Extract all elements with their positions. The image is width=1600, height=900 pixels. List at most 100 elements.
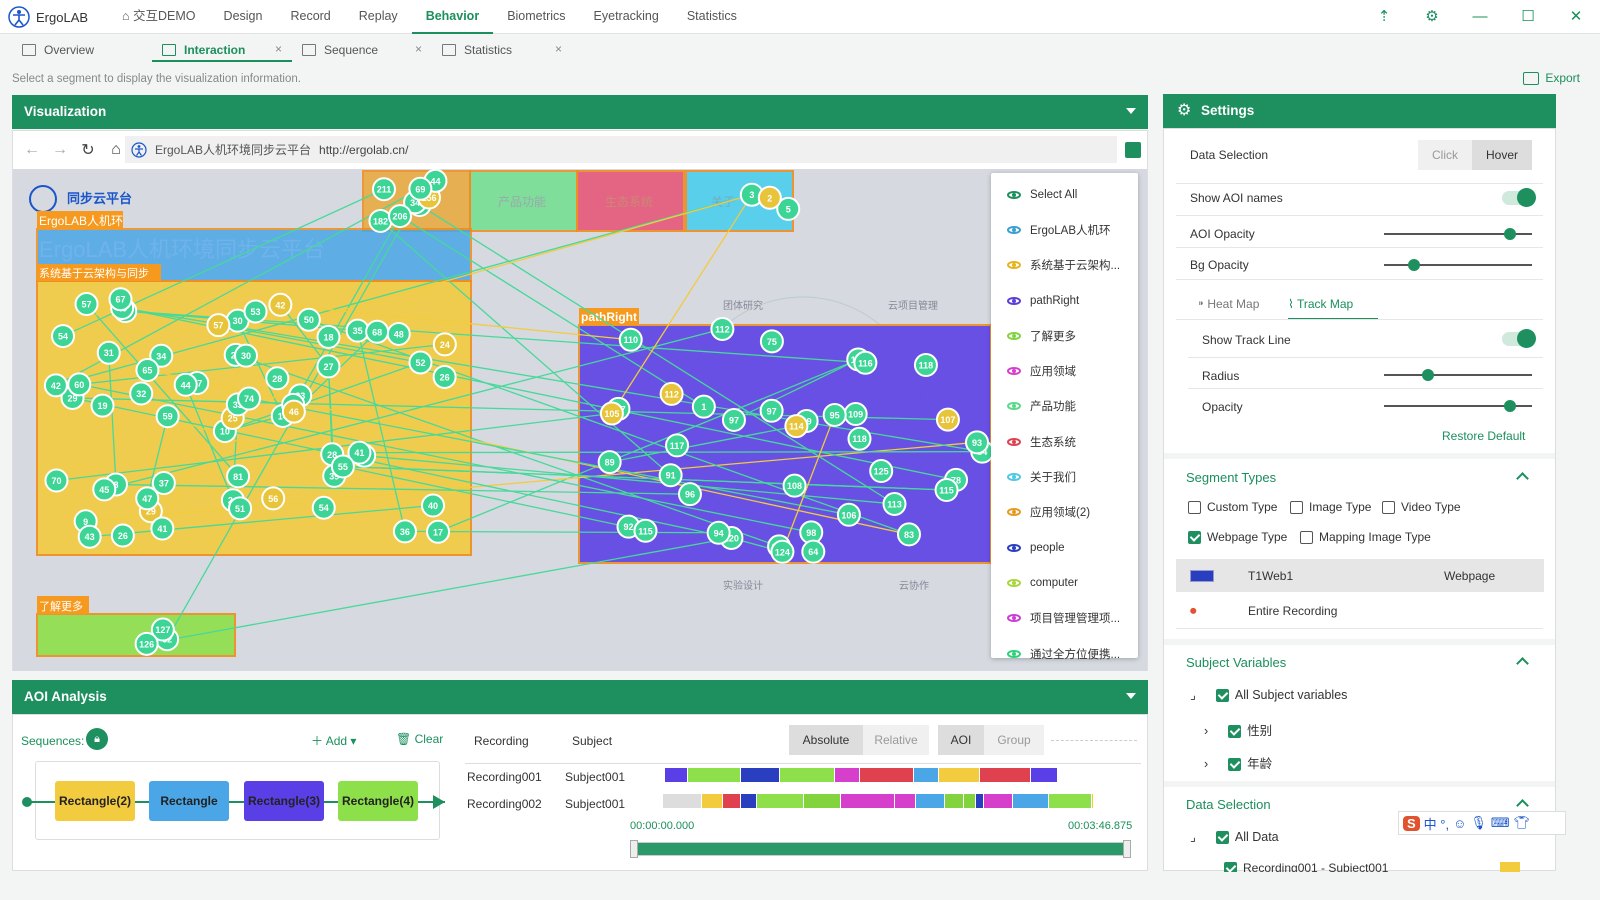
type-webpage[interactable]: Webpage Type xyxy=(1188,530,1287,545)
fixation-point[interactable]: 57 xyxy=(74,292,99,317)
eye-icon[interactable] xyxy=(1007,473,1021,482)
screenshot-icon[interactable] xyxy=(1125,142,1141,158)
timeline-segment[interactable] xyxy=(804,794,840,808)
forward-icon[interactable]: → xyxy=(52,141,68,158)
fixation-point[interactable]: 34 xyxy=(149,343,174,368)
slider-knob[interactable] xyxy=(1422,369,1435,381)
click-toggle[interactable]: Click xyxy=(1418,140,1472,170)
timeline-segment[interactable] xyxy=(1049,794,1091,808)
fixation-point[interactable]: 56 xyxy=(261,486,286,511)
upload-icon[interactable]: ⇡ xyxy=(1377,8,1391,25)
legend-item[interactable]: pathRight xyxy=(991,283,1138,318)
fixation-point[interactable]: 43 xyxy=(77,524,102,549)
fixation-point[interactable]: 118 xyxy=(913,353,938,378)
group-toggle[interactable]: Group xyxy=(984,725,1044,755)
timeline-segment[interactable] xyxy=(780,768,834,782)
segment-row-selected[interactable]: T1Web1 Webpage xyxy=(1176,559,1544,592)
timeline-segment[interactable] xyxy=(976,794,983,808)
fixation-point[interactable]: 114 xyxy=(784,414,809,439)
aoi-analysis-header[interactable]: AOI Analysis xyxy=(12,680,1148,714)
legend-item[interactable]: Select All xyxy=(991,177,1138,212)
timeline-segment[interactable] xyxy=(665,768,687,782)
fixation-point[interactable]: 112 xyxy=(659,381,684,406)
segment-row[interactable]: ⏺ Entire Recording xyxy=(1176,594,1544,627)
range-handle-right[interactable] xyxy=(1123,840,1131,858)
fixation-point[interactable]: 96 xyxy=(677,482,702,507)
timeline-segment[interactable] xyxy=(1013,794,1048,808)
legend-item[interactable]: 应用领域(2) xyxy=(991,495,1138,530)
timeline-segment[interactable] xyxy=(895,794,915,808)
bg-opacity-slider[interactable] xyxy=(1384,259,1532,271)
radius-slider[interactable] xyxy=(1384,369,1532,381)
menu-eyetracking[interactable]: Eyetracking xyxy=(593,9,659,23)
fixation-point[interactable]: 182 xyxy=(368,208,393,233)
fixation-point[interactable]: 95 xyxy=(822,402,847,427)
ime-toolbar[interactable]: S 中 °, ☺ 🎙︎ ⌨ 👕︎ xyxy=(1398,811,1566,835)
fixation-point[interactable]: 115 xyxy=(633,518,658,543)
timeline-segment[interactable] xyxy=(688,768,740,782)
lock-icon[interactable]: 🔒︎ xyxy=(86,728,108,750)
fixation-point[interactable]: 126 xyxy=(134,631,159,656)
fixation-point[interactable]: 41 xyxy=(150,516,175,541)
legend-item[interactable]: computer xyxy=(991,565,1138,600)
fixation-point[interactable]: 17 xyxy=(426,519,451,544)
relative-toggle[interactable]: Relative xyxy=(863,725,929,755)
tab-statistics[interactable]: Statistics × xyxy=(432,37,572,62)
fixation-point[interactable]: 70 xyxy=(44,468,69,493)
fixation-point[interactable]: 41 xyxy=(347,440,372,465)
fixation-point[interactable]: 40 xyxy=(421,493,446,518)
checkbox[interactable] xyxy=(1290,501,1303,515)
close-tab-icon[interactable]: × xyxy=(274,42,282,56)
collapse-arrow-icon[interactable]: ⌟ xyxy=(1190,830,1196,844)
legend-item[interactable]: 应用领域 xyxy=(991,353,1138,388)
collapse-icon[interactable] xyxy=(1126,693,1136,699)
fixation-point[interactable]: 5 xyxy=(776,196,801,221)
fixation-point[interactable]: 65 xyxy=(135,358,160,383)
fixation-point[interactable]: 64 xyxy=(801,539,826,564)
fixation-point[interactable]: 32 xyxy=(129,381,154,406)
legend-item[interactable]: people xyxy=(991,530,1138,565)
timeline-segment[interactable] xyxy=(860,768,913,782)
fixation-point[interactable]: 60 xyxy=(67,372,92,397)
slider-knob[interactable] xyxy=(1407,259,1420,271)
tab-track-map[interactable]: ⌇ Track Map xyxy=(1288,297,1378,320)
legend-item[interactable]: 生态系统 xyxy=(991,424,1138,459)
timeline-segment[interactable] xyxy=(741,794,756,808)
timeline-segment[interactable] xyxy=(980,768,1030,782)
tab-overview[interactable]: Overview xyxy=(12,37,152,62)
legend-item[interactable]: 项目管理管理项... xyxy=(991,601,1138,636)
eye-icon[interactable] xyxy=(1007,508,1021,517)
sequence-node[interactable]: Rectangle(4) xyxy=(338,781,418,821)
timeline-segment[interactable] xyxy=(984,794,1012,808)
checkbox[interactable] xyxy=(1300,531,1313,545)
filter-dropdown[interactable] xyxy=(1051,740,1137,741)
fixation-point[interactable]: 89 xyxy=(597,450,622,475)
fixation-point[interactable]: 75 xyxy=(759,329,784,354)
fixation-point[interactable]: 1 xyxy=(691,394,716,419)
back-icon[interactable]: ← xyxy=(24,141,40,158)
aoi-toggle[interactable]: AOI xyxy=(938,725,984,755)
show-track-line-toggle[interactable] xyxy=(1502,329,1536,348)
slider-knob[interactable] xyxy=(1503,400,1516,412)
close-icon[interactable]: ✕ xyxy=(1569,8,1583,25)
eye-icon[interactable] xyxy=(1007,367,1021,376)
checkbox-checked[interactable] xyxy=(1215,831,1229,845)
checkbox[interactable] xyxy=(1188,501,1201,515)
type-mapping[interactable]: Mapping Image Type xyxy=(1300,530,1431,545)
type-custom[interactable]: Custom Type xyxy=(1188,500,1277,515)
minimize-icon[interactable]: — xyxy=(1472,8,1488,25)
legend-item[interactable]: 系统基于云架构... xyxy=(991,248,1138,283)
fixation-point[interactable]: 19 xyxy=(90,393,115,418)
sequence-node[interactable]: Rectangle(3) xyxy=(244,781,324,821)
fixation-point[interactable]: 28 xyxy=(265,366,290,391)
fixation-point[interactable]: 18 xyxy=(316,324,341,349)
timeline-segment[interactable] xyxy=(1092,794,1093,808)
chevron-up-icon[interactable] xyxy=(1516,472,1529,485)
type-image[interactable]: Image Type xyxy=(1290,500,1371,515)
menu-record[interactable]: Record xyxy=(290,9,331,23)
fixation-point[interactable]: 46 xyxy=(281,399,306,424)
show-aoi-names-toggle[interactable] xyxy=(1502,188,1536,207)
eye-icon[interactable] xyxy=(1007,261,1021,270)
eye-icon[interactable] xyxy=(1007,225,1021,234)
fixation-point[interactable]: 118 xyxy=(847,426,872,451)
